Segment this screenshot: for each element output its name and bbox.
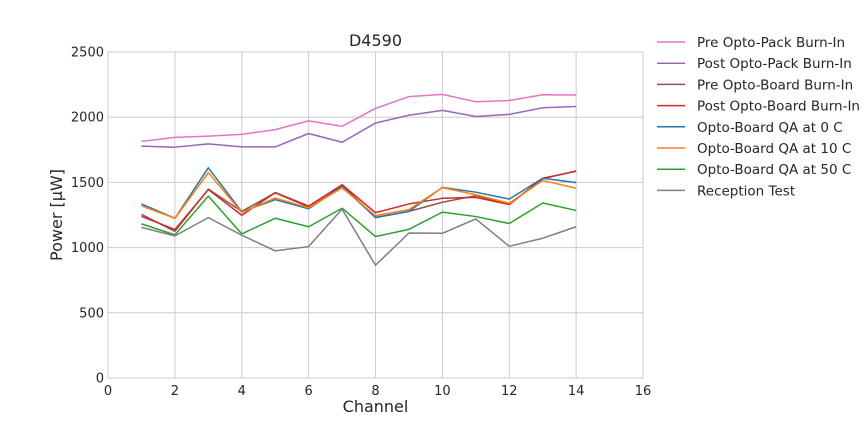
legend-label: Opto-Board QA at 0 C	[697, 120, 843, 136]
series-line-2	[141, 105, 577, 148]
x-tick-label: 10	[434, 384, 451, 399]
x-tick-label: 14	[568, 384, 585, 399]
x-tick-label: 4	[238, 384, 246, 399]
legend-label: Post Opto-Board Burn-In	[697, 99, 860, 115]
legend-label: Opto-Board QA at 10 C	[697, 141, 851, 157]
x-tick-label: 6	[304, 384, 312, 399]
x-tick-label: 8	[371, 384, 379, 399]
chart-title: D4590	[349, 31, 402, 50]
axes: 0 2 4 6 8 10 12 14 16 0 500 1000 1500 2000 2500	[71, 46, 651, 400]
y-tick-label: 2500	[71, 46, 104, 61]
y-axis-title: Power [μW]	[47, 169, 66, 261]
legend-label: Post Opto-Pack Burn-In	[697, 56, 852, 72]
x-tick-label: 2	[171, 384, 179, 399]
x-axis-title: Channel	[343, 397, 409, 416]
series-line-6	[141, 171, 577, 220]
x-tick-label: 16	[635, 384, 652, 399]
plot-frame	[107, 51, 644, 379]
legend-label: Opto-Board QA at 50 C	[697, 162, 851, 178]
series-line-8	[141, 208, 577, 266]
y-tick-label: 500	[79, 306, 104, 321]
y-tick-label: 0	[96, 372, 104, 387]
legend-label: Pre Opto-Board Burn-In	[697, 77, 853, 93]
y-tick-label: 1500	[71, 176, 104, 191]
series-line-1	[141, 93, 577, 143]
x-tick-label: 12	[501, 384, 518, 399]
series-line-4	[141, 170, 577, 231]
y-tick-label: 2000	[71, 111, 104, 126]
x-tick-label: 0	[104, 384, 112, 399]
legend-label: Reception Test	[697, 183, 795, 199]
legend: Pre Opto-Pack Burn-In Post Opto-Pack Burn…	[657, 35, 860, 199]
series-lines	[141, 93, 577, 266]
y-tick-label: 1000	[71, 241, 104, 256]
legend-label: Pre Opto-Pack Burn-In	[697, 35, 845, 51]
series-line-7	[141, 195, 577, 238]
